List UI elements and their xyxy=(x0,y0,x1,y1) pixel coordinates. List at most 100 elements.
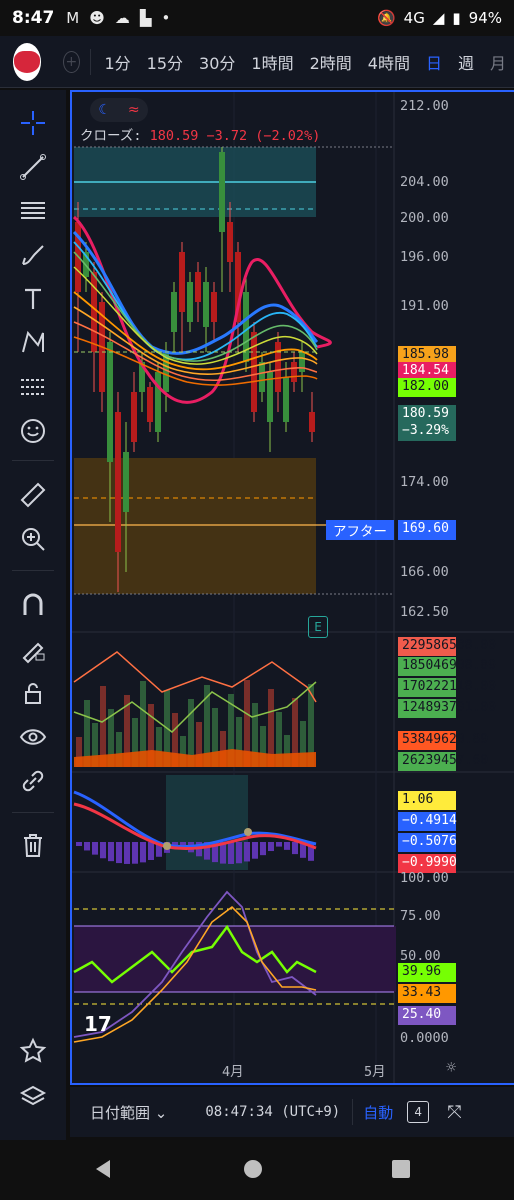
eye-icon[interactable] xyxy=(14,718,52,756)
timeframe-2h[interactable]: 2時間 xyxy=(309,53,352,73)
price-tick: 166.00 xyxy=(400,564,449,580)
zoom-in-icon[interactable] xyxy=(14,520,52,558)
clock-timezone[interactable]: 08:47:34 (UTC+9) xyxy=(205,1104,341,1120)
candle-body xyxy=(91,272,97,352)
volume-bar xyxy=(196,722,202,767)
volume-bar xyxy=(172,713,178,767)
volume-bar xyxy=(108,709,114,767)
back-icon[interactable] xyxy=(92,1158,114,1180)
lock-drawing-icon[interactable] xyxy=(14,630,52,668)
volume-bar xyxy=(268,689,274,767)
macd-bar xyxy=(244,842,250,862)
brush-icon[interactable] xyxy=(14,236,52,274)
candle-body xyxy=(299,352,305,372)
macd-bar xyxy=(84,842,90,851)
volume-bar xyxy=(260,726,266,767)
pattern-icon[interactable] xyxy=(14,324,52,362)
logo-icon xyxy=(13,50,40,73)
price-tick: 174.00 xyxy=(400,474,449,490)
candle-body xyxy=(187,282,193,322)
system-nav-bar xyxy=(0,1140,514,1200)
date-range-label: 日付範囲 xyxy=(90,1103,151,1122)
volume-bar xyxy=(244,680,250,767)
wave-icon: ≈ xyxy=(127,102,140,118)
stoch-tag: 33.43 xyxy=(398,984,456,1003)
text-icon[interactable] xyxy=(14,280,52,318)
macd-tag: −0.5076 xyxy=(398,833,457,852)
fullscreen-icon[interactable]: ⤧ xyxy=(447,1101,462,1123)
timeframe-1m[interactable]: 1分 xyxy=(104,53,131,73)
price-tag: 184.54 xyxy=(398,362,456,381)
candle-body xyxy=(211,292,217,322)
symbol-logo[interactable] xyxy=(13,42,41,81)
time-tick: 5月 xyxy=(364,1064,386,1080)
candle-body xyxy=(131,392,137,442)
close-change-pct: (−2.02%) xyxy=(255,128,321,144)
volume-bar xyxy=(140,681,146,767)
link-icon[interactable] xyxy=(14,762,52,800)
auto-scale-button[interactable]: 自動 xyxy=(363,1103,394,1122)
timeframe-4h[interactable]: 4時間 xyxy=(367,53,410,73)
home-icon[interactable] xyxy=(242,1158,264,1180)
chart-bottom-bar: 日付範囲 ⌄ 08:47:34 (UTC+9) 自動 4 ⤧ xyxy=(70,1087,514,1137)
add-symbol-icon[interactable]: + xyxy=(62,50,80,73)
timeframe-week[interactable]: 週 xyxy=(457,53,474,73)
macd-bar xyxy=(220,842,226,864)
timeframe-month[interactable]: 月 xyxy=(489,53,506,73)
trend-line-icon[interactable] xyxy=(14,148,52,186)
date-range-button[interactable]: 日付範囲 ⌄ xyxy=(90,1102,167,1123)
volume-bar xyxy=(308,684,314,767)
emoji-icon[interactable] xyxy=(14,412,52,450)
macd-bar xyxy=(284,842,290,850)
stoch-tick: 75.00 xyxy=(400,908,441,924)
chart-area[interactable]: ☾ ≈ クローズ: 180.59 −3.72 (−2.02%) 212.00 2… xyxy=(70,90,514,1085)
crosshair-icon[interactable] xyxy=(14,104,52,142)
layers-icon[interactable] xyxy=(14,1078,52,1116)
candle-body xyxy=(203,282,209,327)
prediction-icon[interactable] xyxy=(14,368,52,406)
volume-bar xyxy=(92,723,98,767)
candle-body xyxy=(147,387,153,422)
candle-body xyxy=(219,152,225,232)
status-bar: 8:47 M ☻ ☁ ▙ • 🔕 4G ◢ ▮ 94% xyxy=(0,0,514,36)
timeframe-1h[interactable]: 1時間 xyxy=(251,53,294,73)
volume-bar xyxy=(300,721,306,767)
unlock-icon[interactable] xyxy=(14,674,52,712)
candle-body xyxy=(163,352,169,392)
volume-bar xyxy=(236,717,242,767)
stoch-tick: 100.00 xyxy=(400,870,449,886)
tradingview-logo: 17 xyxy=(84,1012,112,1036)
legend-toggle[interactable]: ☾ ≈ xyxy=(90,98,148,122)
recents-icon[interactable] xyxy=(390,1158,412,1180)
volume-bar xyxy=(84,700,90,767)
volume-bar xyxy=(76,737,82,767)
macd-bar xyxy=(228,842,234,864)
trash-icon[interactable] xyxy=(14,826,52,864)
chevron-down-icon: ⌄ xyxy=(154,1103,168,1122)
candle-body xyxy=(251,332,257,412)
macd-bar xyxy=(108,842,114,862)
time-tick: 4月 xyxy=(222,1064,244,1080)
magnet-icon[interactable] xyxy=(14,586,52,624)
timeframe-day[interactable]: 日 xyxy=(425,53,442,73)
macd-bar xyxy=(260,842,266,856)
star-icon[interactable] xyxy=(14,1032,52,1070)
close-change: −3.72 xyxy=(206,128,248,144)
macd-tag: −0.9990 xyxy=(398,854,457,873)
timeframe-30m[interactable]: 30分 xyxy=(199,53,236,73)
timeframe-15m[interactable]: 15分 xyxy=(146,53,184,73)
fib-retracement-icon[interactable] xyxy=(14,192,52,230)
volume-tag: 229586538.00 xyxy=(398,637,496,656)
scale-icon[interactable]: 4 xyxy=(407,1101,430,1123)
macd-bar xyxy=(76,842,82,846)
ruler-icon[interactable] xyxy=(14,476,52,514)
price-tick: 200.00 xyxy=(400,210,449,226)
earnings-badge[interactable]: E xyxy=(308,616,328,638)
price-tick: 191.00 xyxy=(400,298,449,314)
candle-body xyxy=(235,252,241,322)
settings-gear-icon[interactable]: ☼ xyxy=(446,1058,457,1078)
candle-body xyxy=(259,362,265,392)
macd-bar xyxy=(252,842,258,859)
chart-icon: ▙ xyxy=(139,9,152,27)
volume-tag: 124893791.00 xyxy=(398,699,496,718)
